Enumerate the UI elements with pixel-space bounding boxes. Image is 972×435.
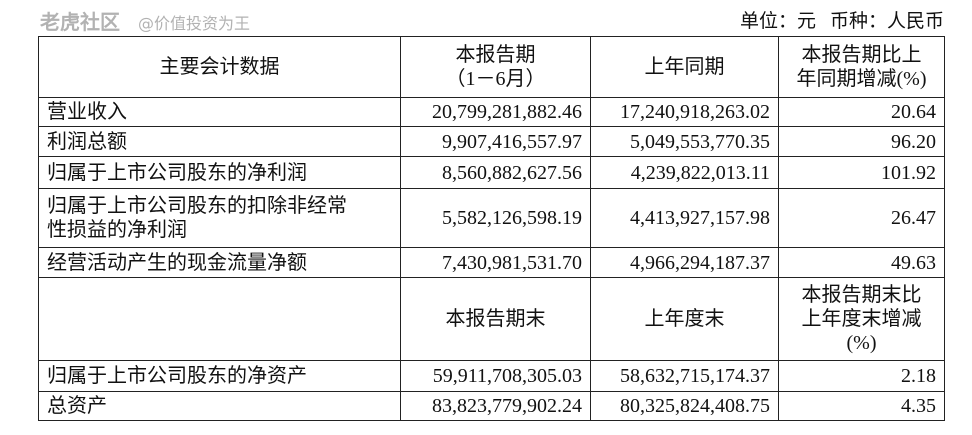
- prior-value: 4,413,927,157.98: [590, 188, 779, 248]
- change-value: 4.35: [778, 391, 945, 421]
- row-label: 归属于上市公司股东的扣除非经常 性损益的净利润: [38, 188, 401, 248]
- header-prior-period: 上年同期: [590, 36, 779, 98]
- row-label: 归属于上市公司股东的净资产: [38, 360, 401, 392]
- header-period-end: 本报告期末: [400, 277, 591, 361]
- row-label: 总资产: [38, 391, 401, 421]
- header-main-data: 主要会计数据: [38, 36, 401, 98]
- prior-value: 4,966,294,187.37: [590, 247, 779, 278]
- unit-label: 单位：元: [739, 11, 816, 32]
- header-line: 本报告期比上: [801, 44, 922, 66]
- table-row: 营业收入 20,799,281,882.46 17,240,918,263.02…: [38, 97, 945, 127]
- current-value: 83,823,779,902.24: [400, 391, 591, 421]
- row-label: 利润总额: [38, 126, 401, 157]
- current-value: 7,430,981,531.70: [400, 247, 591, 278]
- current-value: 5,582,126,598.19: [400, 188, 591, 248]
- label-line: 性损益的净利润: [47, 219, 187, 241]
- header-current-period: 本报告期 （1－6月）: [400, 36, 591, 98]
- watermark-brand: 老虎社区: [40, 10, 120, 34]
- prior-value: 80,325,824,408.75: [590, 391, 779, 421]
- prior-value: 17,240,918,263.02: [590, 97, 779, 127]
- change-value: 96.20: [778, 126, 945, 157]
- watermark-author: @价值投资为王: [138, 14, 251, 33]
- header-change: 本报告期比上 年同期增减(%): [778, 36, 945, 98]
- empty-cell: [38, 277, 401, 361]
- change-value: 2.18: [778, 360, 945, 392]
- change-value: 101.92: [778, 156, 945, 189]
- current-value: 59,911,708,305.03: [400, 360, 591, 392]
- row-label: 营业收入: [38, 97, 401, 127]
- change-value: 49.63: [778, 247, 945, 278]
- table-subheader: 本报告期末 上年度末 本报告期末比 上年度末增减 (%): [38, 277, 945, 361]
- table-row: 归属于上市公司股东的净资产 59,911,708,305.03 58,632,7…: [38, 360, 945, 392]
- table-row: 经营活动产生的现金流量净额 7,430,981,531.70 4,966,294…: [38, 247, 945, 278]
- current-value: 9,907,416,557.97: [400, 126, 591, 157]
- header-line: (%): [846, 332, 877, 354]
- table-row: 利润总额 9,907,416,557.97 5,049,553,770.35 9…: [38, 126, 945, 157]
- table-row: 归属于上市公司股东的扣除非经常 性损益的净利润 5,582,126,598.19 …: [38, 188, 945, 248]
- table-row: 总资产 83,823,779,902.24 80,325,824,408.75 …: [38, 391, 945, 421]
- row-label: 归属于上市公司股东的净利润: [38, 156, 401, 189]
- change-value: 20.64: [778, 97, 945, 127]
- prior-value: 4,239,822,013.11: [590, 156, 779, 189]
- table-header: 主要会计数据 本报告期 （1－6月） 上年同期 本报告期比上 年同期增减(%): [38, 36, 945, 98]
- label-line: 归属于上市公司股东的扣除非经常: [47, 195, 347, 217]
- prior-value: 5,049,553,770.35: [590, 126, 779, 157]
- table-row: 归属于上市公司股东的净利润 8,560,882,627.56 4,239,822…: [38, 156, 945, 189]
- header-line: 年同期增减(%): [796, 68, 927, 90]
- currency-label: 币种：人民币: [829, 11, 944, 32]
- current-value: 20,799,281,882.46: [400, 97, 591, 127]
- header-prior-year-end: 上年度末: [590, 277, 779, 361]
- header-line: （1－6月）: [445, 68, 546, 90]
- header-line: 本报告期: [455, 44, 536, 66]
- financial-data-table: 主要会计数据 本报告期 （1－6月） 上年同期 本报告期比上 年同期增减(%) 营业…: [38, 36, 945, 421]
- change-value: 26.47: [778, 188, 945, 248]
- row-label: 经营活动产生的现金流量净额: [38, 247, 401, 278]
- watermark: 老虎社区 @价值投资为王: [40, 6, 264, 35]
- header-line: 上年度末增减: [801, 308, 922, 330]
- prior-value: 58,632,715,174.37: [590, 360, 779, 392]
- current-value: 8,560,882,627.56: [400, 156, 591, 189]
- unit-currency-note: 单位：元 币种：人民币: [726, 6, 944, 33]
- header-change: 本报告期末比 上年度末增减 (%): [778, 277, 945, 361]
- header-line: 本报告期末比: [801, 284, 922, 306]
